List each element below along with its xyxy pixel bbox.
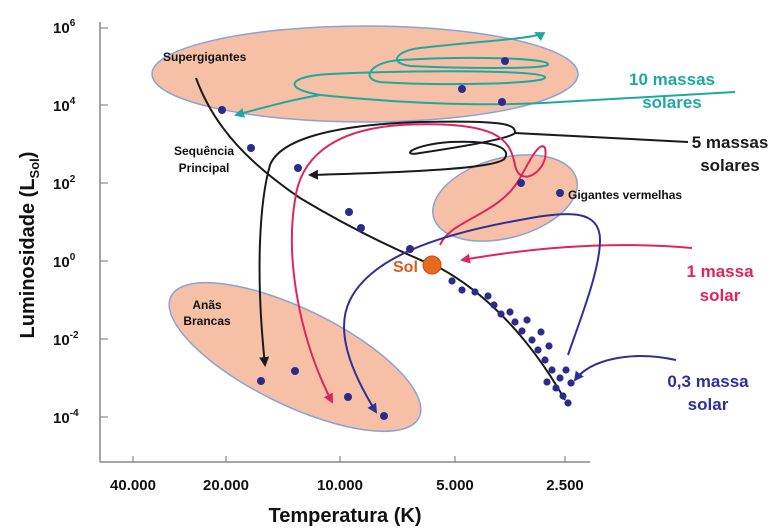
sun-marker — [422, 255, 442, 275]
five-mass-loop — [308, 132, 516, 180]
white-dwarf-region — [168, 281, 422, 433]
star-dots — [218, 57, 575, 420]
x-tick-label: 2.500 — [546, 477, 584, 494]
y-axis-title: Luminosidade (LSol) — [17, 152, 42, 339]
x-tick-label: 10.000 — [317, 477, 363, 494]
x-tick-label: 40.000 — [110, 477, 156, 494]
y-tick-label: 104 — [53, 96, 76, 115]
supergiant-region — [151, 25, 579, 123]
ten-mass-start-arrow — [234, 94, 321, 118]
y-tick-label: 10-2 — [53, 330, 79, 349]
white-dwarfs-label-2: Brancas — [183, 314, 231, 328]
white-dwarfs-label: Anãs — [192, 298, 222, 312]
sun-label: Sol — [393, 259, 418, 276]
ten-mass-label-2: solares — [642, 93, 702, 112]
low-mass-label: 0,3 massa — [667, 372, 749, 391]
y-tick-label: 10-4 — [53, 408, 79, 427]
x-axis-title: Temperatura (K) — [269, 505, 422, 527]
low-mass-track — [573, 355, 677, 382]
one-mass-track — [460, 244, 693, 264]
ten-mass-label: 10 massas — [629, 70, 715, 89]
ten-mass-track — [293, 32, 736, 106]
main-sequence-label-2: Principal — [179, 161, 230, 175]
x-tick-labels: 40.000 20.000 10.000 5.000 2.500 — [110, 477, 584, 494]
x-tick-label: 20.000 — [203, 477, 249, 494]
supergiants-label: Supergigantes — [163, 50, 247, 64]
y-tick-marks — [100, 27, 108, 418]
low-mass-evolution — [343, 213, 602, 414]
five-mass-label: 5 massas — [692, 133, 769, 152]
y-tick-label: 100 — [53, 252, 76, 271]
one-mass-evolution — [290, 123, 547, 404]
main-sequence-curve — [195, 77, 566, 401]
y-tick-labels: 106 104 102 100 10-2 10-4 — [53, 18, 79, 427]
y-tick-label: 102 — [53, 174, 76, 193]
x-tick-marks — [132, 456, 566, 462]
x-tick-label: 5.000 — [436, 477, 474, 494]
main-sequence-label: Sequência — [174, 144, 234, 158]
red-giants-label: Gigantes vermelhas — [568, 188, 682, 202]
one-mass-label: 1 massa — [686, 262, 754, 281]
five-mass-track — [258, 120, 689, 367]
low-mass-label-2: solar — [688, 395, 729, 414]
five-mass-label-2: solares — [700, 156, 760, 175]
one-mass-label-2: solar — [700, 286, 741, 305]
y-tick-label: 106 — [53, 18, 76, 37]
